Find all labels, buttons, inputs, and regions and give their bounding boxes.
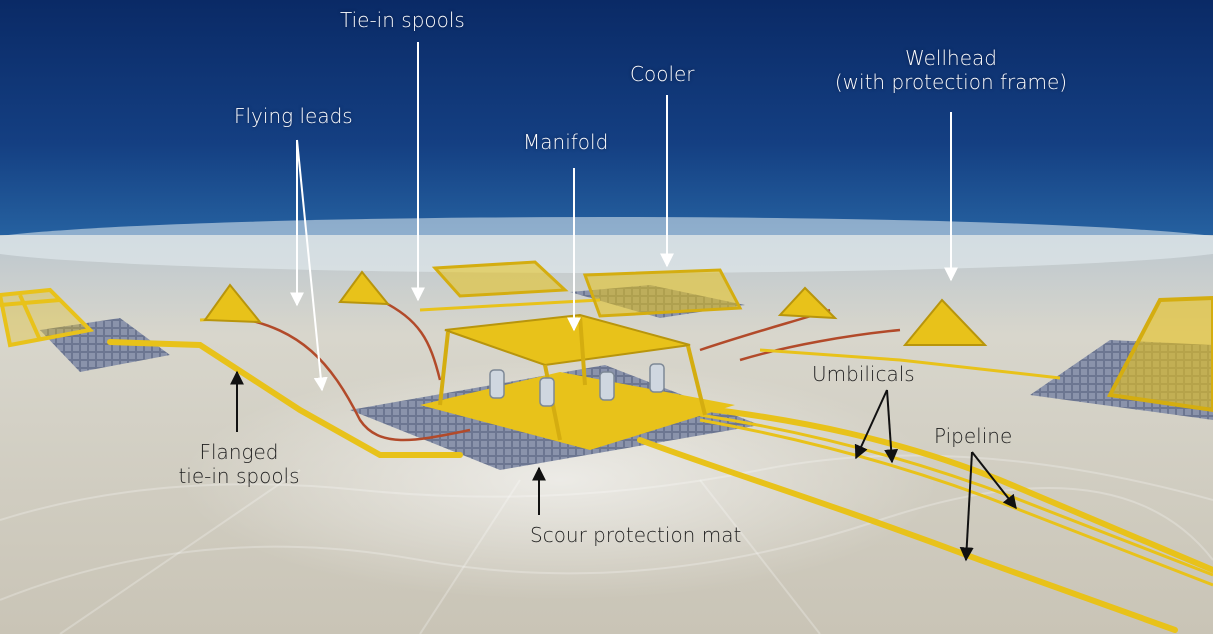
label-pipeline: Pipeline bbox=[934, 424, 1013, 448]
label-flanged-tie-in-spools: Flanged tie-in spools bbox=[164, 440, 314, 488]
black-arrows bbox=[230, 370, 1017, 562]
label-flying-leads: Flying leads bbox=[234, 104, 353, 128]
label-manifold: Manifold bbox=[523, 130, 609, 154]
manifold-structure bbox=[420, 313, 735, 450]
umbilical-lines bbox=[239, 298, 901, 442]
light-patch bbox=[180, 360, 940, 600]
label-tie-in-spools: Tie-in spools bbox=[340, 8, 465, 32]
label-wellhead-line2: (with protection frame) bbox=[834, 70, 1068, 94]
left-structure bbox=[0, 287, 95, 348]
pipeline-lines bbox=[107, 339, 1213, 633]
background-structures bbox=[431, 260, 743, 318]
label-wellhead: Wellhead (with protection frame) bbox=[818, 46, 1084, 94]
white-arrows bbox=[290, 42, 958, 392]
wellhead-frames bbox=[203, 270, 988, 346]
label-cooler: Cooler bbox=[630, 62, 695, 86]
caustic-lines bbox=[0, 454, 1213, 634]
right-structure bbox=[1106, 295, 1213, 413]
label-flanged-line1: Flanged bbox=[199, 440, 279, 464]
label-scour-protection-mat: Scour protection mat bbox=[530, 523, 742, 547]
water-background bbox=[0, 0, 1213, 260]
label-umbilicals: Umbilicals bbox=[812, 362, 915, 386]
seabed-haze bbox=[0, 217, 1213, 273]
label-flanged-line2: tie-in spools bbox=[178, 464, 300, 488]
label-wellhead-line1: Wellhead bbox=[905, 46, 997, 70]
